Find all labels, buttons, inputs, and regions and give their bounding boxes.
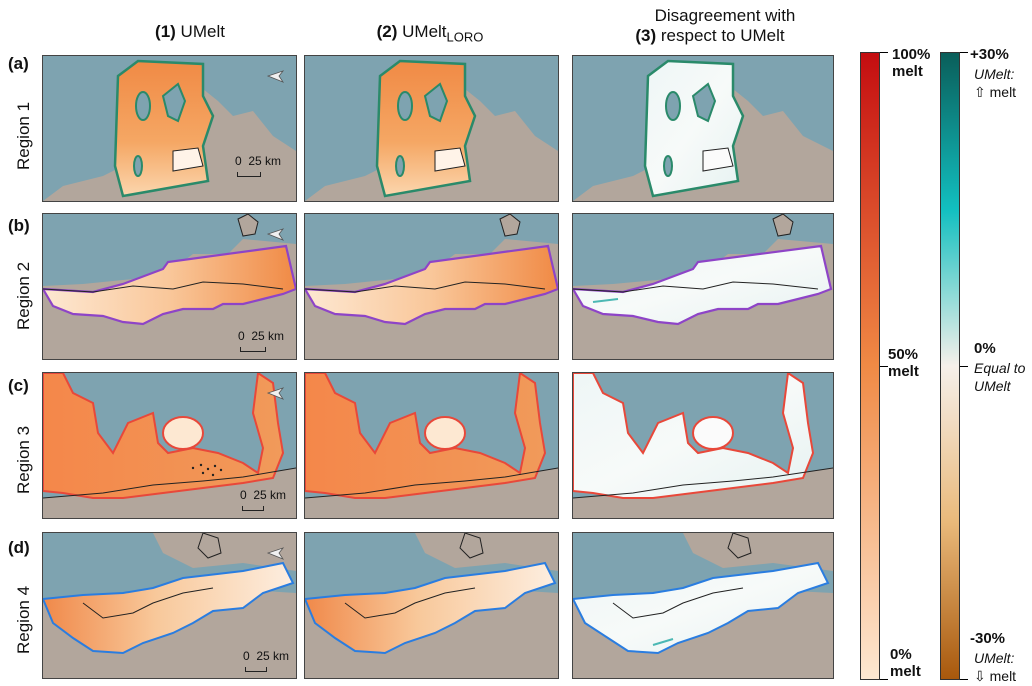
diff-bottom-word: melt — [989, 668, 1017, 684]
map-panel-b2 — [304, 213, 559, 360]
region-label-4: Region 4 — [14, 585, 33, 654]
diff-bottom-value: -30% — [970, 630, 1006, 647]
down-arrow-icon: ⇩ — [974, 668, 986, 684]
column-header-3-number: (3) — [635, 26, 657, 45]
up-arrow-icon: ⇧ — [974, 84, 986, 100]
row-label-a: (a) — [8, 54, 29, 73]
diff-mid-note2: UMelt — [974, 378, 1011, 394]
melt-top-value: 100% — [892, 46, 931, 63]
difference-colorbar — [940, 52, 960, 680]
scale-distance: 25 km — [253, 488, 287, 502]
row-label-d: (d) — [8, 538, 30, 557]
melt-mid-unit: melt — [888, 363, 919, 380]
map-panel-b3 — [572, 213, 834, 360]
scale-bar-line — [237, 172, 261, 177]
melt-top-unit: melt — [892, 63, 923, 80]
diff-top-note: UMelt: — [974, 66, 1015, 82]
scale-bar-b: 0 25 km — [238, 329, 284, 352]
melt-colorbar — [860, 52, 880, 680]
melt-colorbar-tick-bottom — [880, 679, 888, 680]
diff-mid-value: 0% — [974, 340, 996, 357]
diff-colorbar-tick-top — [960, 52, 968, 53]
diff-bottom-note: UMelt: — [974, 650, 1015, 666]
melt-mid-value: 50% — [888, 346, 919, 363]
column-header-1-title: UMelt — [180, 22, 225, 41]
scale-bar-line — [242, 506, 264, 511]
scale-zero: 0 — [243, 649, 250, 663]
scale-zero: 0 — [240, 488, 247, 502]
melt-colorbar-bottom-label: 0% melt — [890, 646, 921, 680]
column-header-3-line2: respect to UMelt — [660, 26, 785, 45]
diff-top-word: melt — [989, 84, 1017, 100]
diff-top-value: +30% — [970, 46, 1009, 63]
column-header-3: Disagreement with (3) respect to UMelt — [600, 6, 820, 46]
region-label-2: Region 2 — [14, 261, 33, 330]
row-label-c: (c) — [8, 376, 29, 395]
column-header-2-subscript: LORO — [446, 29, 484, 45]
column-header-2-title: UMelt — [402, 22, 447, 41]
scale-bar-line — [245, 667, 267, 672]
melt-bottom-unit: melt — [890, 663, 921, 680]
diff-colorbar-tick-mid — [960, 366, 968, 367]
map-panel-c2 — [304, 372, 559, 519]
scale-distance: 25 km — [256, 649, 290, 663]
melt-colorbar-tick-top — [880, 52, 888, 53]
diff-bottom-caption: ⇩ melt — [974, 668, 1016, 685]
melt-bottom-value: 0% — [890, 646, 912, 663]
map-panel-d3 — [572, 532, 834, 679]
diff-mid-note1: Equal to — [974, 360, 1026, 376]
diff-top-caption: ⇧ melt — [974, 84, 1016, 101]
melt-colorbar-mid-label: 50% melt — [888, 346, 919, 380]
scale-bar-line — [240, 347, 266, 352]
map-panel-d2 — [304, 532, 559, 679]
melt-colorbar-tick-mid — [880, 366, 888, 367]
column-header-2: (2) UMeltLORO — [330, 22, 530, 47]
map-panel-d1: 0 25 km — [42, 532, 297, 679]
scale-zero: 0 — [235, 154, 242, 168]
map-panel-c3 — [572, 372, 834, 519]
scale-distance: 25 km — [251, 329, 285, 343]
map-panel-c1: 0 25 km — [42, 372, 297, 519]
region-label-3: Region 3 — [14, 425, 33, 494]
region-label-1: Region 1 — [14, 101, 33, 170]
row-label-b: (b) — [8, 216, 30, 235]
scale-zero: 0 — [238, 329, 245, 343]
melt-colorbar-top-label: 100% melt — [892, 46, 930, 80]
column-header-3-line1: Disagreement with — [654, 6, 796, 25]
scale-distance: 25 km — [248, 154, 282, 168]
map-panel-a3 — [572, 55, 834, 202]
map-panel-b1: 0 25 km — [42, 213, 297, 360]
column-header-1-number: (1) — [155, 22, 176, 41]
map-panel-a2 — [304, 55, 559, 202]
scale-bar-c: 0 25 km — [240, 488, 286, 511]
column-header-2-number: (2) — [376, 22, 398, 41]
diff-colorbar-tick-bottom — [960, 679, 968, 680]
map-panel-a1: 0 25 km — [42, 55, 297, 202]
scale-bar-d: 0 25 km — [243, 649, 289, 672]
scale-bar-a: 0 25 km — [235, 154, 281, 177]
column-header-1: (1) UMelt — [100, 22, 280, 42]
